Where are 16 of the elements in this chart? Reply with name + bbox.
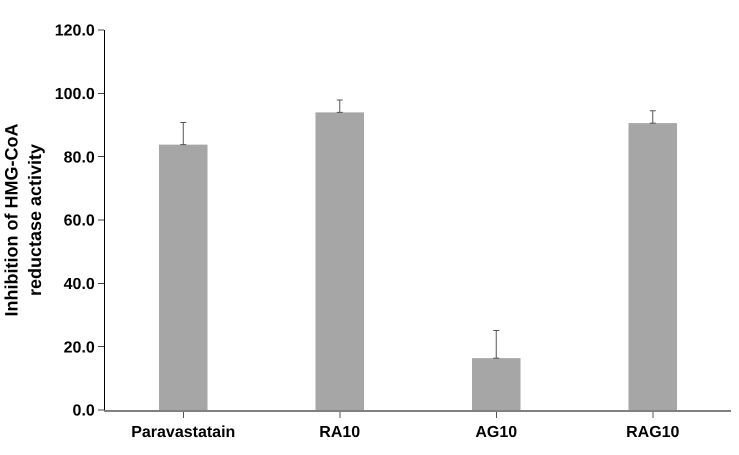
y-tick-label: 20.0	[64, 339, 95, 356]
x-tick-label: Paravastatain	[131, 424, 236, 442]
y-tick-label: 60.0	[64, 212, 95, 230]
x-tick-label: AG10	[475, 424, 518, 442]
y-tick-label: 0.0	[72, 402, 95, 420]
x-tick-label: RA10	[319, 424, 360, 442]
bar	[628, 123, 678, 410]
y-tick-label: 120.0	[54, 22, 95, 40]
y-tick-label: 40.0	[64, 276, 95, 293]
x-tick-label: RAG10	[626, 424, 680, 442]
bar	[315, 112, 364, 410]
y-axis-title: Inhibition of HMG-CoA reductase activity	[2, 124, 45, 316]
y-tick-label: 100.0	[54, 86, 95, 103]
bar	[158, 144, 208, 410]
y-tick-label: 80.0	[64, 149, 95, 166]
bar	[472, 358, 521, 410]
